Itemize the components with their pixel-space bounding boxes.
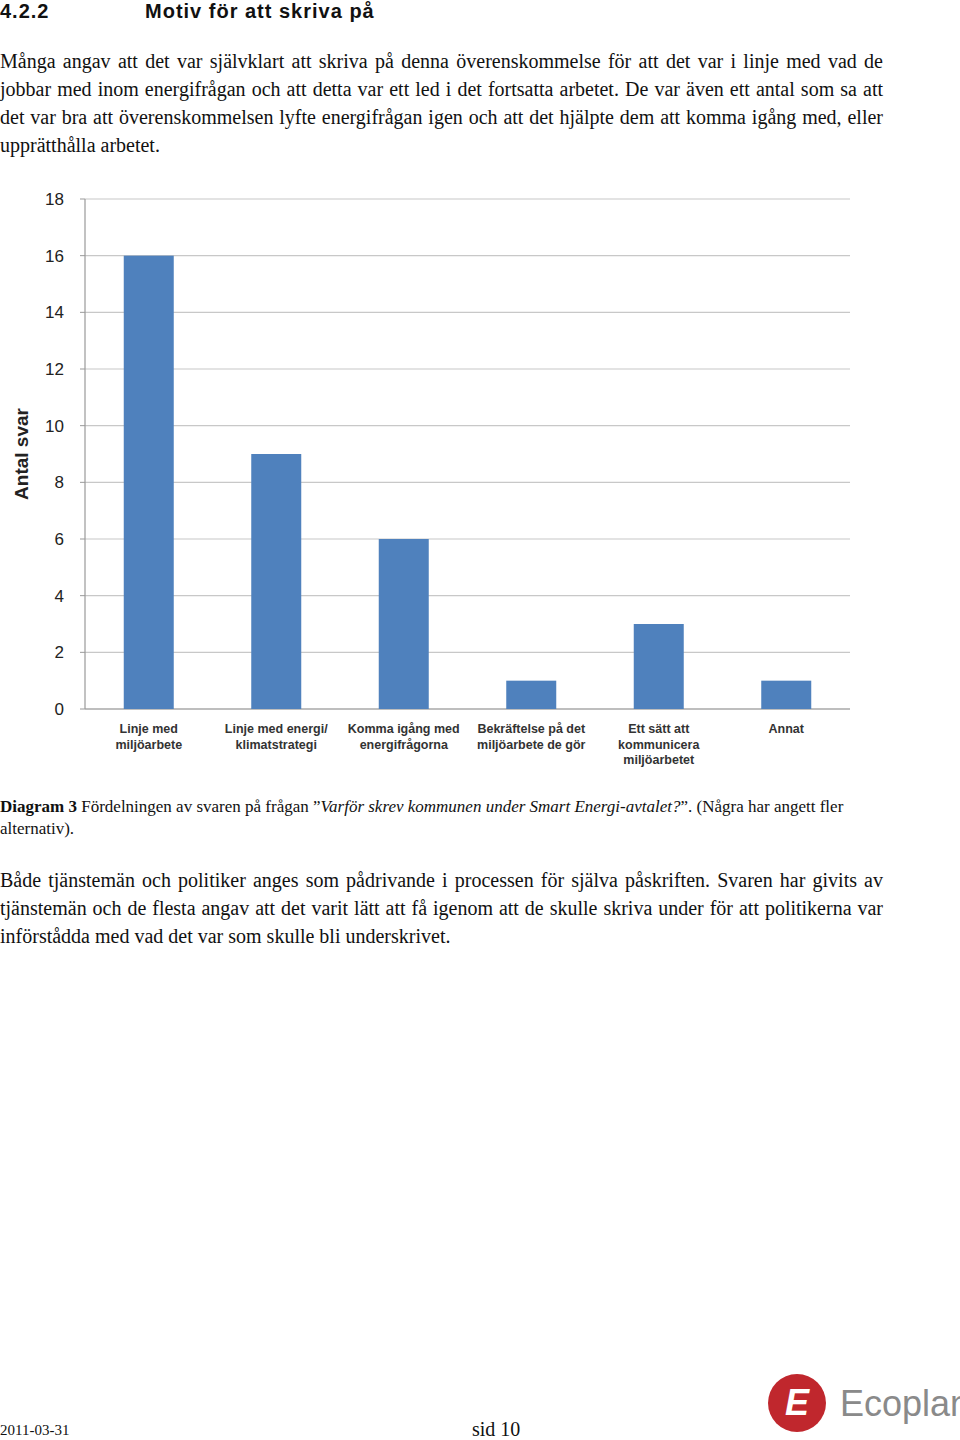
tick-label: 14 xyxy=(45,303,64,322)
bars xyxy=(124,256,812,709)
grid-line xyxy=(85,368,850,369)
chart: 0 2 4 6 8 10 12 14 16 18 Antal svar Linje medmiljöa… xyxy=(0,0,960,790)
tick-label: 18 xyxy=(45,190,64,209)
paragraph: Många angav att det var självklart att s… xyxy=(0,47,883,159)
tick-mark xyxy=(80,369,85,370)
tick-label: 8 xyxy=(55,473,64,492)
grid-line xyxy=(85,425,850,426)
tick-mark xyxy=(80,312,85,313)
footer-date: 2011-03-31 xyxy=(0,1422,69,1439)
grid-line xyxy=(85,538,850,539)
tick-label: 16 xyxy=(45,247,64,266)
tick-mark xyxy=(80,199,85,200)
logo-mark xyxy=(768,1374,826,1432)
y-axis xyxy=(84,199,85,709)
caption-text: Fördelningen av svaren på frågan ” xyxy=(81,797,320,816)
tick-mark xyxy=(80,425,85,426)
caption-label: Diagram 3 xyxy=(0,797,77,816)
bar xyxy=(124,256,174,709)
tick-mark xyxy=(80,482,85,483)
tick-label: 4 xyxy=(55,587,64,606)
tick-label: 0 xyxy=(55,700,64,719)
grid-line xyxy=(85,312,850,313)
tick-mark xyxy=(80,595,85,596)
axis-title: Antal svar xyxy=(11,407,32,499)
grid-line xyxy=(85,652,850,653)
paragraph: Både tjänstemän och politiker anges som … xyxy=(0,866,883,950)
heading-title: Motiv för att skriva på xyxy=(145,0,375,23)
grid-line xyxy=(85,198,850,199)
bar xyxy=(251,454,301,709)
caption: Diagram 3 Fördelningen av svaren på fråg… xyxy=(0,796,880,840)
tick-mark xyxy=(80,539,85,540)
tick-label: 10 xyxy=(45,417,64,436)
grid-line xyxy=(85,708,850,709)
category-label: Bekräftelse på detmiljöarbete de gör xyxy=(477,722,586,752)
tick-label: 12 xyxy=(45,360,64,379)
tick-mark xyxy=(80,255,85,256)
category-label: Ett sätt attkommuniceramiljöarbetet xyxy=(618,722,700,767)
bar xyxy=(634,624,684,709)
category-label: Linje med energi/klimatstrategi xyxy=(225,722,328,752)
caption-question: Varför skrev kommunen under Smart Energi… xyxy=(321,797,681,816)
page-number: sid 10 xyxy=(472,1418,520,1440)
tick-mark xyxy=(80,709,85,710)
logo-letter: E xyxy=(785,1382,810,1423)
logo-text: Ecoplan xyxy=(840,1383,960,1424)
tick-label: 2 xyxy=(55,643,64,662)
grid-line xyxy=(85,482,850,483)
bar xyxy=(761,681,811,709)
category-label: Komma igång medenergifrågorna xyxy=(348,722,460,752)
bar xyxy=(506,681,556,709)
heading-number: 4.2.2 xyxy=(0,0,49,22)
tick-label: 6 xyxy=(55,530,64,549)
category-label: Linje medmiljöarbete xyxy=(115,722,182,752)
heading: 4.2.2Motiv för att skriva på xyxy=(0,0,49,23)
logo: E Ecoplan xyxy=(760,1368,960,1438)
bar xyxy=(379,539,429,709)
x-axis xyxy=(85,708,850,709)
grid-line xyxy=(85,595,850,596)
grid-line xyxy=(85,255,850,256)
tick-mark xyxy=(80,652,85,653)
category-label: Annat xyxy=(769,722,805,736)
